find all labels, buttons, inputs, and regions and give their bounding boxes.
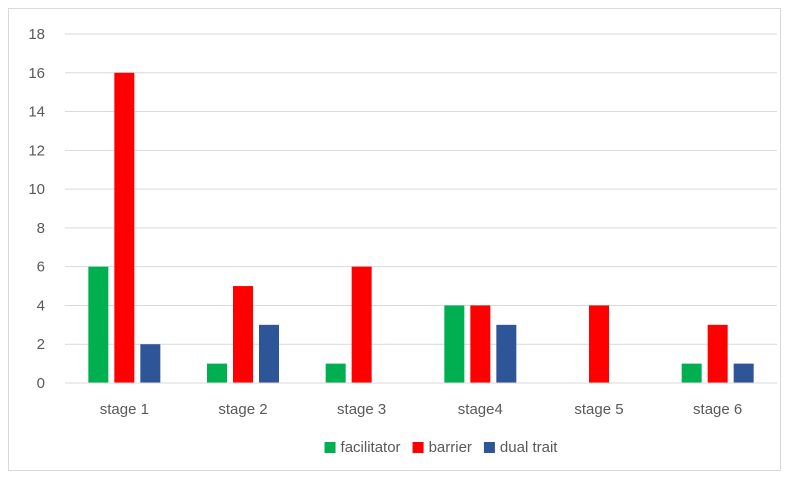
bar-barrier-4 <box>470 305 491 383</box>
x-tick-label: stage 1 <box>100 401 149 418</box>
legend-label: dual trait <box>500 439 558 456</box>
bar-facilitator-3 <box>325 363 346 383</box>
bar-dual-trait-2 <box>259 324 279 383</box>
x-tick-label: stage4 <box>458 401 503 418</box>
x-tick-label: stage 5 <box>574 401 623 418</box>
x-tick-label: stage 6 <box>693 401 742 418</box>
y-tick-label: 18 <box>28 26 45 43</box>
y-tick-label: 2 <box>37 336 45 353</box>
bar-facilitator-1 <box>88 266 109 383</box>
y-tick-label: 16 <box>28 65 45 82</box>
bars <box>88 72 754 384</box>
x-tick-label: stage 2 <box>218 401 267 418</box>
y-tick-label: 8 <box>37 220 45 237</box>
legend: facilitator barrier dual trait <box>324 439 558 456</box>
chart-frame <box>8 8 781 471</box>
bar-dual-trait-4 <box>496 324 517 383</box>
bar-barrier-5 <box>589 305 609 383</box>
legend-item-barrier: barrier <box>412 439 472 456</box>
bar-dual-trait-6 <box>733 363 754 383</box>
bar-barrier-1 <box>114 72 135 384</box>
x-tick-label: stage 3 <box>337 401 386 418</box>
bar-barrier-3 <box>351 266 372 383</box>
y-tick-label: 4 <box>37 297 45 314</box>
bar-facilitator-6 <box>681 363 702 383</box>
legend-swatch <box>324 442 336 453</box>
x-axis-ticks: stage 1 stage 2 stage 3 stage4 stage 5 stage … <box>100 401 743 418</box>
y-tick-label: 6 <box>37 259 45 276</box>
legend-label: barrier <box>429 439 472 456</box>
bar-barrier-6 <box>707 324 728 383</box>
legend-swatch <box>412 442 424 453</box>
y-tick-label: 0 <box>37 375 45 392</box>
legend-item-dual-trait: dual trait <box>483 439 558 456</box>
legend-swatch <box>483 442 495 453</box>
legend-item-facilitator: facilitator <box>324 439 401 456</box>
y-tick-label: 12 <box>28 142 45 159</box>
gridlines <box>65 33 777 345</box>
bar-facilitator-2 <box>207 363 227 383</box>
y-tick-label: 10 <box>28 181 45 198</box>
bar-barrier-2 <box>233 286 253 383</box>
legend-label: facilitator <box>341 439 401 456</box>
y-tick-label: 14 <box>28 104 45 121</box>
y-axis-ticks: 0 2 4 6 8 10 12 14 16 18 <box>28 26 45 392</box>
bar-dual-trait-1 <box>140 344 161 383</box>
bar-facilitator-4 <box>444 305 465 383</box>
